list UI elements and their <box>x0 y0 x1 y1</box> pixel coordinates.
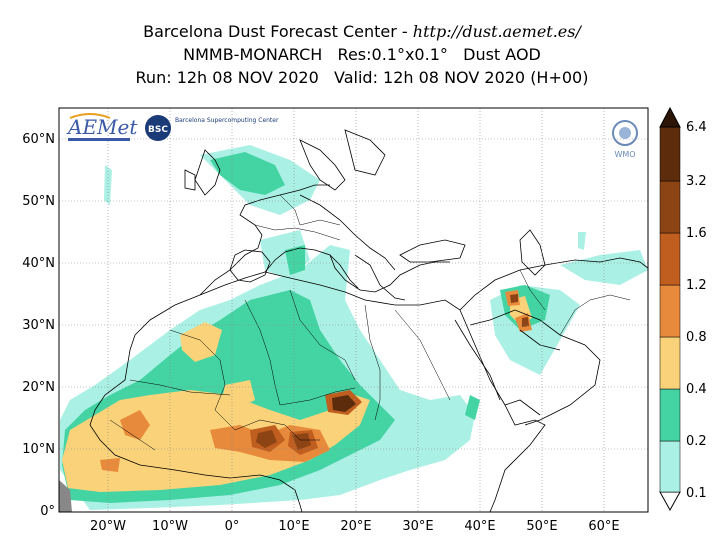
colorbar-max-arrow <box>659 106 681 128</box>
colorbar-min-arrow <box>659 491 681 512</box>
bsc-logo-mark: BSC <box>148 125 168 135</box>
colorbar-label: 3.2 <box>686 174 707 189</box>
colorbar-label: 0.4 <box>686 382 707 397</box>
colorbar-labels: 0.1 0.2 0.4 0.8 1.2 1.6 3.2 6.4 <box>686 120 707 501</box>
aod-level-7 <box>332 395 356 412</box>
lat-label: 0° <box>40 504 55 519</box>
aod-level-1 <box>578 232 586 250</box>
aod-level-1 <box>104 165 112 205</box>
aod-level-3 <box>222 380 255 410</box>
title-line-3: Run: 12h 08 NOV 2020 Valid: 12h 08 NOV 2… <box>135 68 589 87</box>
bsc-logo-text: Barcelona Supercomputing Center <box>175 117 279 124</box>
colorbar-label: 6.4 <box>686 120 707 135</box>
colorbar-label: 1.6 <box>686 226 707 241</box>
colorbar <box>659 106 681 512</box>
title-line-1: Barcelona Dust Forecast Center - http://… <box>0 22 724 42</box>
title-line-2: NMMB-MONARCH Res:0.1°x0.1° Dust AOD <box>183 45 541 64</box>
map-frame <box>58 107 649 513</box>
colorbar-label: 0.8 <box>686 330 707 345</box>
colorbar-segment <box>659 440 681 493</box>
colorbar-label: 0.1 <box>686 486 707 501</box>
title-url: http://dust.aemet.es/ <box>412 22 581 41</box>
lon-label: 20°E <box>340 519 371 534</box>
colorbar-label: 1.2 <box>686 278 707 293</box>
lat-label: 20°N <box>22 380 55 395</box>
lon-label: 10°W <box>152 519 188 534</box>
aod-level-2 <box>210 152 285 195</box>
graticule <box>59 108 648 512</box>
aod-level-4 <box>100 458 120 472</box>
lon-label: 30°E <box>402 519 433 534</box>
lon-label: 0° <box>225 519 240 534</box>
wmo-logo: WMO <box>612 120 638 159</box>
aod-level-2 <box>465 395 480 420</box>
borders <box>109 194 631 451</box>
bsc-logo: BSC Barcelona Supercomputing Center <box>145 115 279 141</box>
lat-label: 60°N <box>22 132 55 147</box>
aemet-logo: AEMet <box>66 113 138 141</box>
lat-label: 10°N <box>22 442 55 457</box>
colorbar-segment <box>659 232 681 286</box>
lat-label: 40°N <box>22 256 55 271</box>
aemet-logo-text: AEMet <box>66 115 138 139</box>
aod-level-3 <box>180 322 222 362</box>
lon-label: 10°E <box>278 519 309 534</box>
aod-level-6 <box>510 294 518 303</box>
lat-label: 50°N <box>22 194 55 209</box>
lon-label: 50°E <box>526 519 557 534</box>
no-data-region <box>59 480 72 512</box>
aod-level-6 <box>522 317 529 327</box>
aod-level-2 <box>285 245 305 275</box>
colorbar-segment <box>659 284 681 338</box>
colorbar-segment <box>659 126 681 182</box>
aod-level-6 <box>256 430 277 448</box>
aod-level-4 <box>120 410 150 440</box>
lat-label: 30°N <box>22 318 55 333</box>
colorbar-segment <box>659 180 681 234</box>
lat-labels: 60°N 50°N 40°N 30°N 20°N 10°N 0° <box>22 132 55 519</box>
aod-level-6 <box>292 433 311 450</box>
wmo-logo-text: WMO <box>614 150 635 159</box>
colorbar-label: 0.2 <box>686 434 707 449</box>
coastlines <box>89 129 648 512</box>
lon-labels: 20°W 10°W 0° 10°E 20°E 30°E 40°E 50°E 60… <box>90 519 620 534</box>
lon-label: 60°E <box>588 519 619 534</box>
dust-field <box>59 145 648 512</box>
colorbar-segment <box>659 388 681 442</box>
title-prefix: Barcelona Dust Forecast Center - <box>143 22 413 41</box>
lon-label: 20°W <box>90 519 126 534</box>
lon-label: 40°E <box>464 519 495 534</box>
colorbar-segment <box>659 336 681 390</box>
